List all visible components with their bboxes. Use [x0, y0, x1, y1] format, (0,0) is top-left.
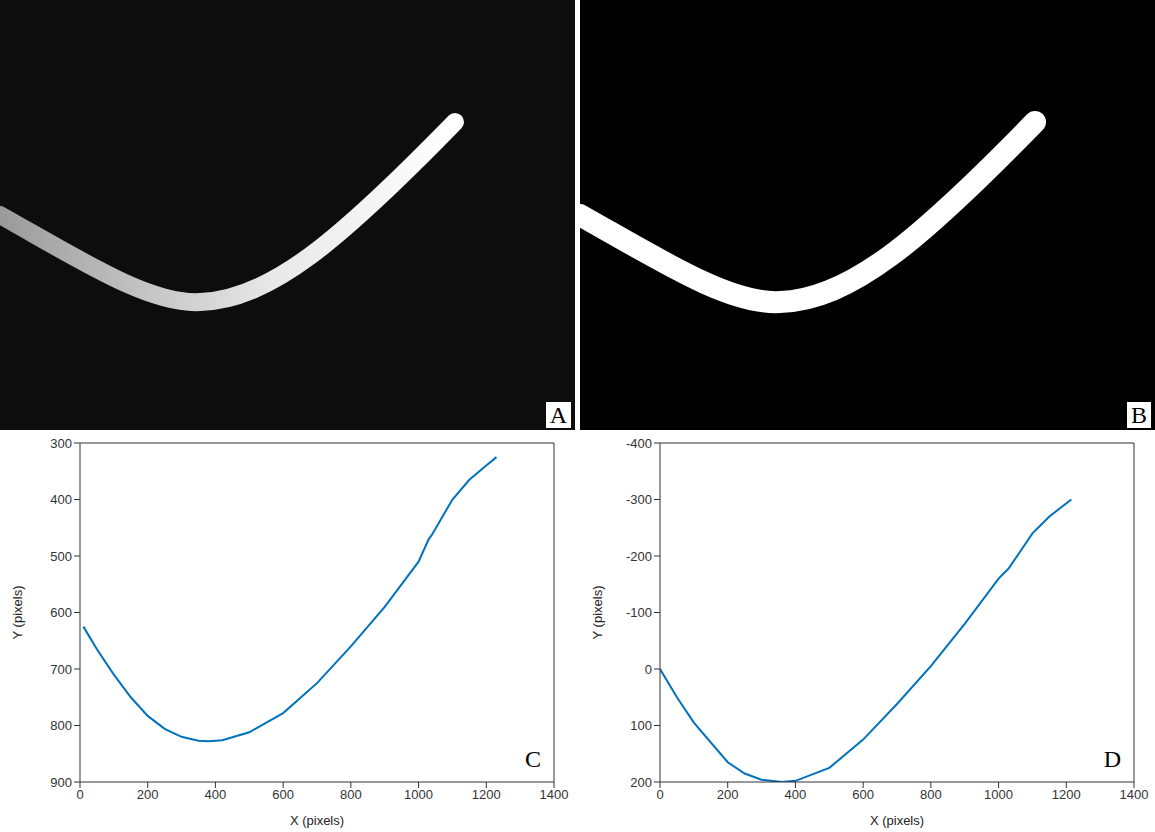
html-text:C: C [525, 746, 541, 772]
svg-text:400: 400 [50, 492, 72, 507]
svg-text:Y (pixels): Y (pixels) [10, 586, 25, 640]
svg-text:0: 0 [656, 787, 663, 802]
svg-text:1400: 1400 [1120, 787, 1149, 802]
svg-text:1200: 1200 [1052, 787, 1081, 802]
svg-text:800: 800 [50, 718, 72, 733]
svg-text:600: 600 [272, 787, 294, 802]
svg-text:1200: 1200 [472, 787, 501, 802]
svg-text:200: 200 [137, 787, 159, 802]
svg-text:-300: -300 [626, 492, 652, 507]
svg-text:200: 200 [630, 775, 652, 790]
html-text:B: B [1131, 402, 1147, 428]
svg-text:1000: 1000 [404, 787, 433, 802]
svg-text:1400: 1400 [540, 787, 569, 802]
svg-text:600: 600 [50, 605, 72, 620]
svg-text:800: 800 [920, 787, 942, 802]
svg-text:-200: -200 [626, 549, 652, 564]
svg-text:500: 500 [50, 549, 72, 564]
svg-text:0: 0 [76, 787, 83, 802]
svg-text:400: 400 [205, 787, 227, 802]
svg-text:600: 600 [852, 787, 874, 802]
svg-text:-100: -100 [626, 605, 652, 620]
svg-text:200: 200 [717, 787, 739, 802]
svg-text:300: 300 [50, 436, 72, 451]
svg-text:X (pixels): X (pixels) [870, 813, 924, 828]
svg-text:800: 800 [340, 787, 362, 802]
svg-text:0: 0 [645, 662, 652, 677]
svg-text:-400: -400 [626, 436, 652, 451]
svg-text:400: 400 [785, 787, 807, 802]
svg-text:100: 100 [630, 718, 652, 733]
html-text:A: A [549, 402, 567, 428]
svg-text:900: 900 [50, 775, 72, 790]
svg-text:X (pixels): X (pixels) [290, 813, 344, 828]
svg-text:Y (pixels): Y (pixels) [590, 586, 605, 640]
html-text:D: D [1103, 746, 1121, 772]
svg-text:700: 700 [50, 662, 72, 677]
svg-text:1000: 1000 [984, 787, 1013, 802]
